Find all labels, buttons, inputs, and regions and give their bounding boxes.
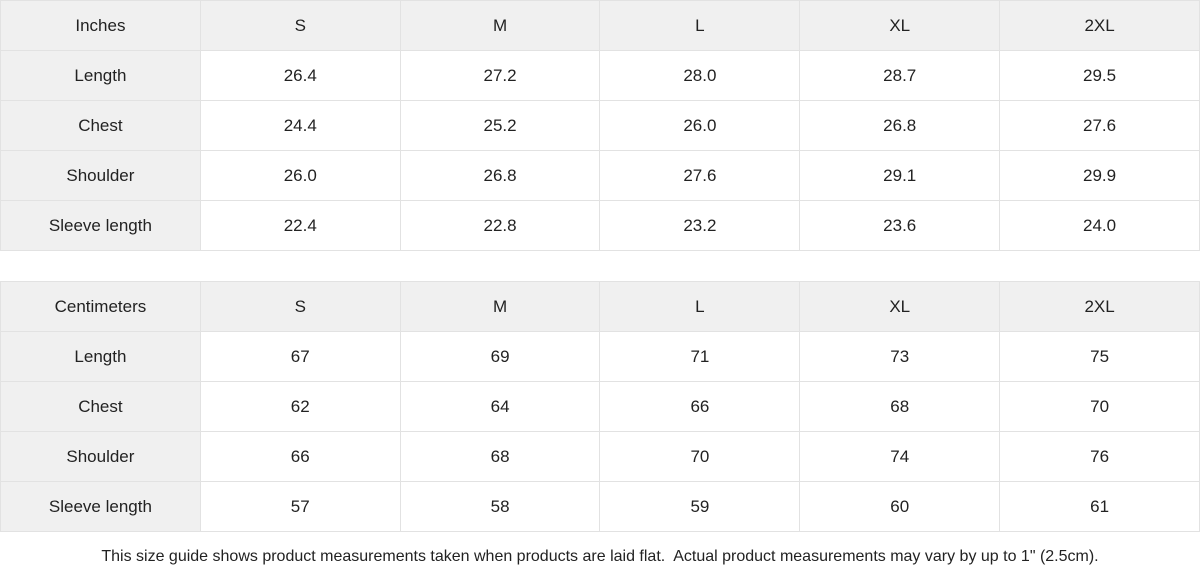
measurement-value-cell: 64 — [399, 381, 601, 432]
measurement-label-cell: Shoulder — [0, 431, 201, 482]
measurement-label-cell: Length — [0, 50, 201, 101]
size-table-inches: Inches S M L XL 2XL Length 26.4 27.2 28.0 28.7 29.5… — [0, 0, 1200, 251]
measurement-label-cell: Sleeve length — [0, 200, 201, 251]
measurement-value-cell: 22.8 — [399, 200, 601, 251]
measurement-value-cell: 28.0 — [599, 50, 801, 101]
size-column-header: M — [399, 0, 601, 51]
measurement-label-cell: Chest — [0, 381, 201, 432]
measurement-value-cell: 26.0 — [599, 100, 801, 151]
measurement-value-cell: 69 — [399, 331, 601, 382]
size-column-header: M — [399, 281, 601, 332]
unit-header-cell: Centimeters — [0, 281, 201, 332]
measurement-value-cell: 23.2 — [599, 200, 801, 251]
measurement-value-cell: 26.8 — [399, 150, 601, 201]
size-column-header: S — [199, 281, 401, 332]
size-column-header: XL — [799, 0, 1001, 51]
measurement-value-cell: 67 — [199, 331, 401, 382]
measurement-value-cell: 26.8 — [799, 100, 1001, 151]
measurement-value-cell: 27.2 — [399, 50, 601, 101]
measurement-value-cell: 29.1 — [799, 150, 1001, 201]
measurement-value-cell: 74 — [799, 431, 1001, 482]
measurement-value-cell: 62 — [199, 381, 401, 432]
measurement-value-cell: 27.6 — [999, 100, 1200, 151]
measurement-value-cell: 24.0 — [999, 200, 1200, 251]
measurement-value-cell: 76 — [999, 431, 1200, 482]
measurement-value-cell: 71 — [599, 331, 801, 382]
measurement-value-cell: 68 — [799, 381, 1001, 432]
table-row: Shoulder 66 68 70 74 76 — [0, 431, 1200, 482]
size-column-header: L — [599, 0, 801, 51]
measurement-value-cell: 29.9 — [999, 150, 1200, 201]
measurement-value-cell: 58 — [399, 481, 601, 532]
header-row: Inches S M L XL 2XL — [0, 0, 1200, 51]
measurement-label-cell: Length — [0, 331, 201, 382]
size-guide-note: This size guide shows product measuremen… — [0, 532, 1200, 582]
table-row: Sleeve length 57 58 59 60 61 — [0, 481, 1200, 532]
header-row: Centimeters S M L XL 2XL — [0, 281, 1200, 332]
size-column-header: 2XL — [999, 281, 1200, 332]
measurement-value-cell: 59 — [599, 481, 801, 532]
measurement-label-cell: Sleeve length — [0, 481, 201, 532]
measurement-value-cell: 27.6 — [599, 150, 801, 201]
table-row: Chest 62 64 66 68 70 — [0, 381, 1200, 432]
measurement-value-cell: 68 — [399, 431, 601, 482]
size-table-centimeters: Centimeters S M L XL 2XL Length 67 69 71 73 75 Chest… — [0, 281, 1200, 532]
measurement-value-cell: 26.4 — [199, 50, 401, 101]
measurement-value-cell: 60 — [799, 481, 1001, 532]
table-row: Length 26.4 27.2 28.0 28.7 29.5 — [0, 50, 1200, 101]
measurement-value-cell: 22.4 — [199, 200, 401, 251]
table-row: Length 67 69 71 73 75 — [0, 331, 1200, 382]
table-row: Shoulder 26.0 26.8 27.6 29.1 29.9 — [0, 150, 1200, 201]
size-column-header: 2XL — [999, 0, 1200, 51]
measurement-value-cell: 23.6 — [799, 200, 1001, 251]
unit-header-cell: Inches — [0, 0, 201, 51]
measurement-value-cell: 28.7 — [799, 50, 1001, 101]
measurement-label-cell: Shoulder — [0, 150, 201, 201]
table-row: Chest 24.4 25.2 26.0 26.8 27.6 — [0, 100, 1200, 151]
measurement-value-cell: 66 — [599, 381, 801, 432]
measurement-label-cell: Chest — [0, 100, 201, 151]
measurement-value-cell: 66 — [199, 431, 401, 482]
table-gap — [0, 251, 1200, 281]
table-row: Sleeve length 22.4 22.8 23.2 23.6 24.0 — [0, 200, 1200, 251]
measurement-value-cell: 75 — [999, 331, 1200, 382]
size-column-header: S — [199, 0, 401, 51]
measurement-value-cell: 57 — [199, 481, 401, 532]
measurement-value-cell: 24.4 — [199, 100, 401, 151]
measurement-value-cell: 70 — [999, 381, 1200, 432]
measurement-value-cell: 26.0 — [199, 150, 401, 201]
measurement-value-cell: 25.2 — [399, 100, 601, 151]
measurement-value-cell: 70 — [599, 431, 801, 482]
size-column-header: L — [599, 281, 801, 332]
size-column-header: XL — [799, 281, 1001, 332]
measurement-value-cell: 29.5 — [999, 50, 1200, 101]
measurement-value-cell: 61 — [999, 481, 1200, 532]
measurement-value-cell: 73 — [799, 331, 1001, 382]
